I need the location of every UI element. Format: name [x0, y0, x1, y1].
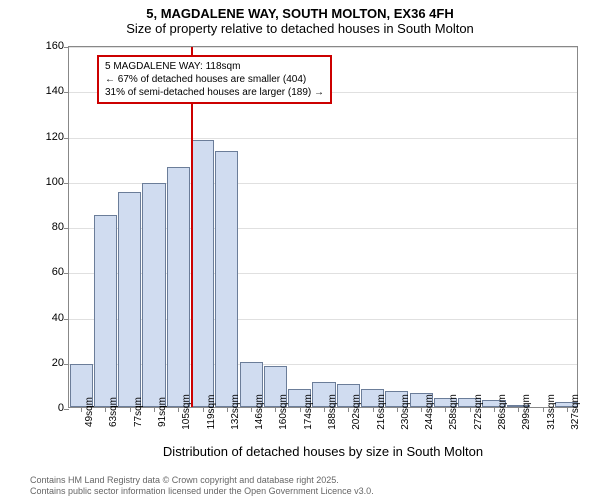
- x-tick: [445, 407, 446, 412]
- x-tick: [130, 407, 131, 412]
- x-tick-label: 49sqm: [84, 397, 95, 427]
- x-tick: [324, 407, 325, 412]
- y-tick-label: 60: [52, 266, 64, 278]
- x-tick: [567, 407, 568, 412]
- x-tick: [397, 407, 398, 412]
- x-tick: [421, 407, 422, 412]
- x-tick: [105, 407, 106, 412]
- x-tick-label: 230sqm: [400, 394, 411, 430]
- x-tick-label: 174sqm: [303, 394, 314, 430]
- histogram-bar: [142, 183, 165, 407]
- x-tick: [348, 407, 349, 412]
- y-tick-label: 80: [52, 221, 64, 233]
- histogram-bar: [167, 167, 190, 407]
- chart-container: 5, MAGDALENE WAY, SOUTH MOLTON, EX36 4FH…: [0, 0, 600, 500]
- x-tick: [494, 407, 495, 412]
- x-tick: [275, 407, 276, 412]
- x-tick-label: 244sqm: [424, 394, 435, 430]
- x-tick: [81, 407, 82, 412]
- histogram-bar: [118, 192, 141, 407]
- histogram-bar: [94, 215, 117, 407]
- x-tick-label: 63sqm: [108, 397, 119, 427]
- plot-area: 5 MAGDALENE WAY: 118sqm← 67% of detached…: [68, 46, 578, 408]
- x-tick: [203, 407, 204, 412]
- x-tick-label: 202sqm: [351, 394, 362, 430]
- x-tick-label: 146sqm: [254, 394, 265, 430]
- footer-attribution: Contains HM Land Registry data © Crown c…: [30, 475, 374, 497]
- x-axis-label: Distribution of detached houses by size …: [68, 444, 578, 459]
- y-tick-label: 40: [52, 312, 64, 324]
- x-tick: [470, 407, 471, 412]
- y-tick-label: 120: [46, 131, 64, 143]
- x-tick: [251, 407, 252, 412]
- y-tick: [64, 92, 69, 93]
- x-tick-label: 299sqm: [521, 394, 532, 430]
- chart-title-sub: Size of property relative to detached ho…: [0, 21, 600, 40]
- x-tick: [518, 407, 519, 412]
- histogram-bar: [215, 151, 238, 407]
- footer-line2: Contains public sector information licen…: [30, 486, 374, 497]
- y-tick: [64, 364, 69, 365]
- y-tick: [64, 319, 69, 320]
- footer-line1: Contains HM Land Registry data © Crown c…: [30, 475, 374, 486]
- x-tick: [543, 407, 544, 412]
- x-tick-label: 77sqm: [133, 397, 144, 427]
- grid-line: [69, 138, 577, 139]
- x-tick-label: 286sqm: [497, 394, 508, 430]
- x-tick-label: 313sqm: [546, 394, 557, 430]
- callout-line3: 31% of semi-detached houses are larger (…: [105, 86, 324, 99]
- x-tick-label: 188sqm: [327, 394, 338, 430]
- y-tick: [64, 409, 69, 410]
- y-tick-label: 0: [58, 402, 64, 414]
- y-tick: [64, 273, 69, 274]
- y-tick-label: 160: [46, 40, 64, 52]
- callout-line1: 5 MAGDALENE WAY: 118sqm: [105, 60, 324, 73]
- y-tick: [64, 47, 69, 48]
- histogram-bar: [191, 140, 214, 407]
- x-tick: [178, 407, 179, 412]
- y-tick-label: 20: [52, 357, 64, 369]
- x-tick-label: 258sqm: [448, 394, 459, 430]
- callout-line2: ← 67% of detached houses are smaller (40…: [105, 73, 324, 86]
- chart-title-main: 5, MAGDALENE WAY, SOUTH MOLTON, EX36 4FH: [0, 0, 600, 21]
- x-tick-label: 91sqm: [157, 397, 168, 427]
- x-tick: [154, 407, 155, 412]
- x-tick-label: 216sqm: [376, 394, 387, 430]
- y-tick: [64, 228, 69, 229]
- x-tick-label: 119sqm: [206, 395, 217, 430]
- y-tick-label: 140: [46, 85, 64, 97]
- x-tick-label: 105sqm: [181, 394, 192, 430]
- y-tick: [64, 138, 69, 139]
- grid-line: [69, 47, 577, 48]
- x-tick-label: 160sqm: [278, 394, 289, 430]
- x-tick: [373, 407, 374, 412]
- x-tick-label: 132sqm: [230, 394, 241, 430]
- y-tick-label: 100: [46, 176, 64, 188]
- x-tick-label: 272sqm: [473, 394, 484, 430]
- y-tick: [64, 183, 69, 184]
- callout-box: 5 MAGDALENE WAY: 118sqm← 67% of detached…: [97, 55, 332, 104]
- x-tick: [227, 407, 228, 412]
- x-tick: [300, 407, 301, 412]
- x-tick-label: 327sqm: [570, 394, 581, 430]
